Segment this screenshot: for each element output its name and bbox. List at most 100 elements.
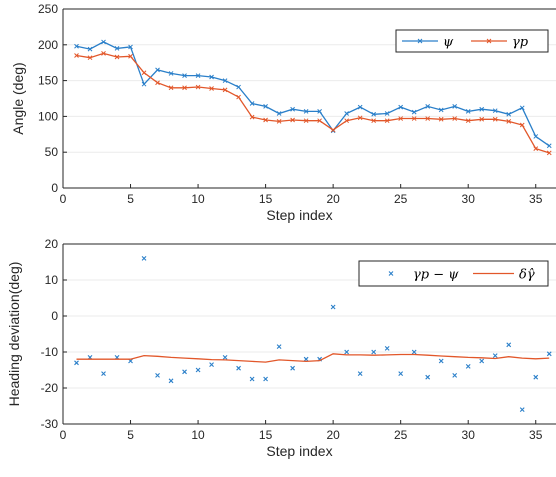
data-point [411,349,417,355]
series-line-1 [76,52,550,154]
series-1-point [492,116,498,122]
series-0-point [87,46,93,52]
series-1-point [519,122,525,128]
series-1-point [371,118,377,124]
legend-label-0: ψ [443,35,454,50]
y-tick-label: 0 [51,309,58,323]
data-point [209,362,214,367]
series-0-point [492,108,498,114]
x-tick-label: 15 [259,192,273,206]
series-1-point [344,118,349,124]
data-point [506,342,512,348]
x-tick-label: 35 [529,428,543,442]
x-tick-label: 35 [529,192,543,206]
series-1-point [209,86,214,91]
series-0-point [155,67,160,73]
series-1-point [465,118,471,124]
data-point [249,376,255,382]
series-1-point [263,117,268,123]
series-0-point [182,73,187,78]
data-point [357,371,363,376]
series-0-point [438,107,444,113]
y-tick-label: 50 [45,145,59,159]
x-tick-label: 0 [60,428,67,442]
x-tick-label: 30 [462,428,476,442]
series-1-point [141,70,147,76]
series-1-point [357,115,363,121]
series-1-point [438,116,444,122]
y-tick-label: 10 [45,273,59,287]
series-1-point [155,80,160,86]
series-1-point [330,127,336,133]
series-1-point [114,54,120,60]
series-1-point [546,150,552,156]
y-axis-label: Angle (deg) [10,62,26,134]
data-point [101,371,106,376]
data-point [74,360,79,366]
y-tick-label: 20 [45,237,59,251]
series-0-point [506,111,512,117]
series-0-point [290,106,295,112]
legend-marker-0 [417,38,423,44]
series-0-point [141,81,147,87]
y-tick-label: 250 [38,2,58,16]
x-tick-label: 10 [191,192,205,206]
data-point [398,371,404,376]
series-1-point [101,51,106,56]
series-0-point [479,106,485,112]
series-0-point [533,134,539,139]
series-0-point [452,104,458,109]
series-1-point [276,119,282,124]
series-1-point [425,116,431,121]
data-point [519,407,525,412]
data-point [330,304,336,310]
legend-label-1: γp [512,35,529,50]
series-0-point [168,71,174,76]
x-axis-label: Step index [266,443,332,459]
series-0-point [209,74,214,80]
legend-label-1: δγ̂ [519,268,535,283]
series-1-point [195,84,201,90]
series-0-point [519,105,525,111]
x-tick-label: 20 [326,428,340,442]
x-tick-label: 20 [326,192,340,206]
series-1-point [87,55,93,61]
series-1-point [317,118,322,124]
data-point [263,376,268,382]
series-0-point [263,104,268,109]
series-0-point [398,104,404,110]
series-0-point [371,111,377,117]
series-1-point [236,94,241,100]
data-point [492,353,498,358]
series-line-0 [76,41,550,147]
series-0-point [546,143,552,149]
data-point [276,344,282,349]
series-0-point [249,101,255,106]
series-0-point [195,73,201,78]
series-0-point [411,109,417,115]
series-0-point [425,104,431,109]
y-tick-label: -30 [41,417,59,431]
series-1-point [398,116,404,121]
series-1-point [533,146,539,151]
legend-marker-0 [388,271,394,276]
series-0-point [357,104,363,110]
series-1-point [182,85,187,91]
series-1-point [506,119,512,124]
legend-marker-1 [486,38,492,44]
y-axis-label: Heading deviation(deg) [6,262,22,407]
series-0-point [465,109,471,114]
data-point [222,355,228,360]
data-point [303,356,309,362]
series-1-point [411,116,417,121]
y-tick-label: 0 [51,181,58,195]
data-point [290,365,296,371]
series-0-point [128,44,133,50]
data-point [344,349,350,355]
data-point [438,358,444,364]
series-line-1 [76,353,550,363]
series-1-point [74,53,79,58]
series-1-point [168,85,174,91]
y-tick-label: 200 [38,38,58,52]
